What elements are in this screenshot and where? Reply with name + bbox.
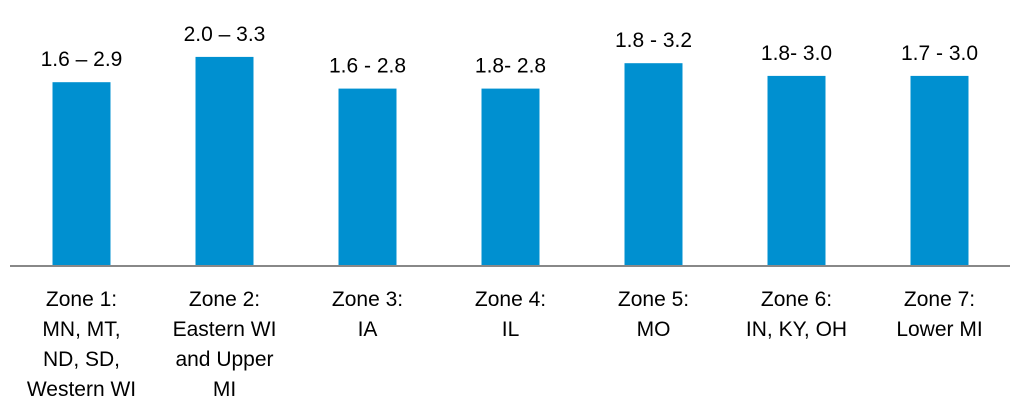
x-tick-label-line: Lower MI [896,318,982,341]
x-tick-label-line: MN, MT, [42,318,120,341]
data-label-zone-7: 1.7 - 3.0 [901,42,978,65]
x-tick-label-zone-4: Zone 4: IL [475,288,546,341]
bar-zone-5 [624,63,683,267]
bars-group [52,56,969,267]
x-tick-label-line: MI [213,378,236,401]
x-tick-label-zone-5: Zone 5: MO [618,288,689,341]
bar-zone-4 [481,88,540,266]
x-tick-label-line: IA [358,318,378,341]
x-tick-label-zone-7: Zone 7: Lower MI [896,288,982,341]
bar-zone-1 [52,82,111,266]
data-label-zone-3: 1.6 - 2.8 [329,55,406,78]
x-tick-label-zone-2: Zone 2: Eastern WI and Upper MI [173,288,277,401]
x-tick-label-zone-3: Zone 3: IA [332,288,403,341]
x-tick-labels-group: Zone 1: MN, MT, ND, SD, Western WI Zone 2: Ea… [27,288,983,401]
x-tick-label-line: Zone 5: [618,288,689,311]
x-tick-label-line: IN, KY, OH [746,318,847,341]
bar-zone-7 [910,75,969,267]
x-tick-label-line: Zone 3: [332,288,403,311]
bar-zone-6 [767,75,826,267]
data-label-zone-5: 1.8 - 3.2 [615,29,692,52]
data-label-zone-6: 1.8- 3.0 [761,42,832,65]
x-tick-label-line: Eastern WI [173,318,277,341]
x-tick-label-line: Zone 7: [904,288,975,311]
bar-zone-3 [338,88,397,266]
x-tick-label-line: Zone 4: [475,288,546,311]
x-tick-label-line: and Upper [175,348,273,371]
x-tick-label-line: ND, SD, [43,348,120,371]
x-tick-label-line: Zone 2: [189,288,260,311]
bar-zone-2 [195,56,254,267]
x-tick-label-line: Zone 6: [761,288,832,311]
x-tick-label-zone-1: Zone 1: MN, MT, ND, SD, Western WI [27,288,136,401]
data-label-zone-2: 2.0 – 3.3 [184,23,266,46]
x-tick-label-line: Western WI [27,378,136,401]
x-tick-label-line: IL [502,318,520,341]
x-tick-label-line: MO [637,318,671,341]
x-tick-label-zone-6: Zone 6: IN, KY, OH [746,288,847,341]
data-labels-group: 1.6 – 2.9 2.0 – 3.3 1.6 - 2.8 1.8- 2.8 1.8 -… [41,23,978,78]
data-label-zone-4: 1.8- 2.8 [475,55,546,78]
data-label-zone-1: 1.6 – 2.9 [41,48,123,71]
x-tick-label-line: Zone 1: [46,288,117,311]
